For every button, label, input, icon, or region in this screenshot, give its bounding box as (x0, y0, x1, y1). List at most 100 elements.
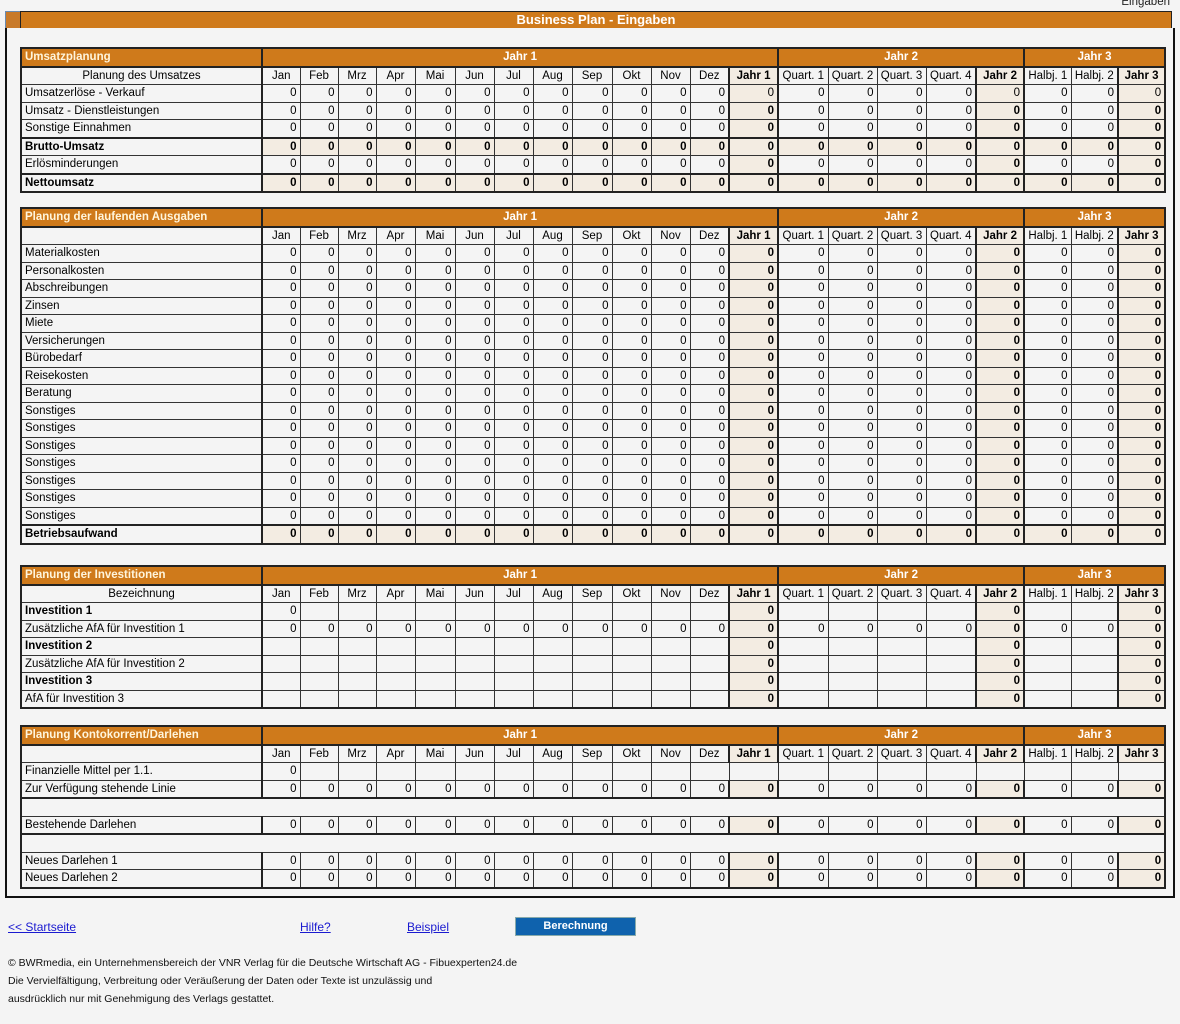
value-cell[interactable]: 0 (375, 419, 416, 438)
value-cell[interactable]: 0 (454, 314, 495, 333)
value-cell[interactable]: 0 (876, 454, 927, 473)
value-cell[interactable]: 0 (299, 155, 339, 174)
value-cell[interactable] (827, 672, 878, 691)
value-cell[interactable]: 0 (925, 815, 977, 835)
value-cell[interactable]: 0 (414, 779, 456, 799)
value-cell[interactable]: 0 (1023, 471, 1072, 490)
value-cell[interactable] (1070, 637, 1119, 656)
value-cell[interactable]: 0 (777, 296, 829, 315)
value-cell[interactable]: 0 (454, 384, 495, 403)
value-cell[interactable]: 0 (925, 279, 977, 298)
value-cell[interactable]: 0 (925, 172, 977, 193)
select-all-corner[interactable] (5, 11, 21, 29)
value-cell[interactable]: 0 (827, 119, 878, 138)
value-cell[interactable]: 0 (337, 384, 377, 403)
value-cell[interactable]: 0 (1070, 869, 1119, 889)
value-cell[interactable] (571, 637, 613, 656)
value-cell[interactable]: 0 (1023, 524, 1072, 545)
value-cell[interactable]: 0 (1070, 815, 1119, 835)
value-cell[interactable]: 0 (689, 851, 730, 870)
value-cell[interactable]: 0 (571, 384, 613, 403)
value-cell[interactable]: 0 (689, 384, 730, 403)
value-cell[interactable] (454, 654, 495, 673)
value-cell[interactable]: 0 (299, 436, 339, 455)
value-cell[interactable]: 0 (827, 136, 878, 156)
value-cell[interactable] (493, 689, 534, 709)
value-cell[interactable]: 0 (1023, 119, 1072, 138)
value-cell[interactable]: 0 (876, 244, 927, 263)
value-cell[interactable] (414, 762, 456, 781)
value-cell[interactable]: 0 (1070, 436, 1119, 455)
value-cell[interactable]: 0 (414, 261, 456, 280)
value-cell[interactable]: 0 (1023, 384, 1072, 403)
value-cell[interactable]: 0 (532, 815, 573, 835)
value-cell[interactable]: 0 (454, 401, 495, 420)
value-cell[interactable]: 0 (414, 155, 456, 174)
value-cell[interactable] (414, 654, 456, 673)
value-cell[interactable] (299, 602, 339, 621)
value-cell[interactable]: 0 (261, 155, 301, 174)
value-cell[interactable]: 0 (261, 136, 301, 156)
value-cell[interactable]: 0 (414, 619, 456, 638)
value-cell[interactable]: 0 (454, 101, 495, 120)
value-cell[interactable]: 0 (571, 489, 613, 508)
value-cell[interactable] (689, 689, 730, 709)
value-cell[interactable] (925, 689, 977, 709)
value-cell[interactable]: 0 (532, 119, 573, 138)
value-cell[interactable]: 0 (454, 119, 495, 138)
value-cell[interactable]: 0 (689, 349, 730, 368)
value-cell[interactable]: 0 (299, 84, 339, 103)
value-cell[interactable]: 0 (261, 436, 301, 455)
value-cell[interactable] (1023, 689, 1072, 709)
value-cell[interactable] (925, 762, 977, 781)
value-cell[interactable]: 0 (454, 331, 495, 350)
value-cell[interactable]: 0 (532, 366, 573, 385)
value-cell[interactable]: 0 (650, 436, 691, 455)
value-cell[interactable]: 0 (876, 436, 927, 455)
value-cell[interactable]: 0 (414, 101, 456, 120)
value-cell[interactable]: 0 (650, 331, 691, 350)
value-cell[interactable]: 0 (454, 779, 495, 799)
value-cell[interactable] (261, 689, 301, 709)
value-cell[interactable]: 0 (689, 419, 730, 438)
value-cell[interactable]: 0 (414, 172, 456, 193)
value-cell[interactable]: 0 (454, 279, 495, 298)
value-cell[interactable]: 0 (925, 524, 977, 545)
value-cell[interactable]: 0 (827, 506, 878, 526)
value-cell[interactable]: 0 (571, 419, 613, 438)
value-cell[interactable]: 0 (689, 314, 730, 333)
value-cell[interactable]: 0 (299, 101, 339, 120)
value-cell[interactable]: 0 (876, 279, 927, 298)
value-cell[interactable] (777, 689, 829, 709)
value-cell[interactable]: 0 (650, 261, 691, 280)
value-cell[interactable]: 0 (925, 119, 977, 138)
value-cell[interactable]: 0 (571, 136, 613, 156)
value-cell[interactable]: 0 (299, 314, 339, 333)
value-cell[interactable]: 0 (299, 261, 339, 280)
value-cell[interactable]: 0 (876, 119, 927, 138)
value-cell[interactable] (299, 672, 339, 691)
value-cell[interactable]: 0 (571, 349, 613, 368)
value-cell[interactable] (299, 637, 339, 656)
value-cell[interactable] (493, 672, 534, 691)
value-cell[interactable]: 0 (261, 489, 301, 508)
value-cell[interactable]: 0 (777, 314, 829, 333)
value-cell[interactable]: 0 (493, 815, 534, 835)
value-cell[interactable]: 0 (777, 869, 829, 889)
value-cell[interactable]: 0 (337, 155, 377, 174)
value-cell[interactable]: 0 (827, 436, 878, 455)
value-cell[interactable]: 0 (650, 851, 691, 870)
value-cell[interactable]: 0 (925, 314, 977, 333)
value-cell[interactable]: 0 (925, 244, 977, 263)
value-cell[interactable]: 0 (454, 84, 495, 103)
value-cell[interactable]: 0 (827, 524, 878, 545)
value-cell[interactable] (925, 654, 977, 673)
value-cell[interactable]: 0 (493, 869, 534, 889)
value-cell[interactable]: 0 (1070, 296, 1119, 315)
value-cell[interactable]: 0 (777, 119, 829, 138)
value-cell[interactable] (375, 654, 416, 673)
value-cell[interactable]: 0 (650, 119, 691, 138)
value-cell[interactable]: 0 (827, 489, 878, 508)
value-cell[interactable] (777, 762, 829, 781)
value-cell[interactable]: 0 (375, 524, 416, 545)
